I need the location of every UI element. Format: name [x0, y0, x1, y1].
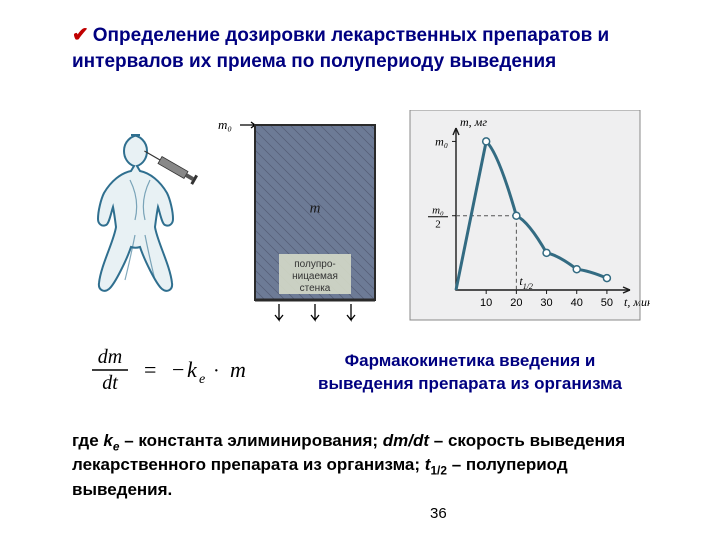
svg-text:m, мг: m, мг	[460, 115, 487, 129]
svg-text:t, мин: t, мин	[624, 295, 650, 309]
check-icon: ✔	[72, 24, 89, 46]
heading-text: Определение дозировки лекарственных преп…	[72, 25, 609, 72]
svg-text:20: 20	[510, 297, 522, 309]
page-number: 36	[430, 505, 447, 522]
eq-minus: −	[172, 357, 184, 382]
eq-m: m	[230, 357, 246, 382]
svg-text:40: 40	[571, 297, 583, 309]
eq-den: dt	[102, 372, 118, 394]
eq-eq: =	[144, 357, 156, 382]
svg-text:10: 10	[480, 297, 492, 309]
eq-num: dm	[98, 346, 122, 368]
svg-text:m₀: m₀	[435, 134, 448, 148]
eq-dot: ·	[213, 360, 220, 382]
eq-e: e	[199, 372, 205, 387]
equation: dm dt = − k e · m	[80, 345, 280, 395]
illustration: m₀ m полупро-ницаемаястенка m, мг t, мин 10 20…	[95, 110, 650, 340]
svg-text:стенка: стенка	[300, 283, 331, 294]
svg-text:30: 30	[540, 297, 552, 309]
svg-text:m: m	[310, 201, 321, 217]
svg-text:m₀: m₀	[218, 117, 232, 132]
svg-text:m₀: m₀	[432, 205, 444, 217]
svg-text:50: 50	[601, 297, 613, 309]
eq-k: k	[187, 357, 198, 382]
chart-caption: Фармакокинетика введения и выведения пре…	[300, 350, 640, 396]
svg-text:ницаемая: ницаемая	[292, 271, 338, 282]
svg-text:полупро-: полупро-	[294, 259, 335, 270]
svg-text:2: 2	[435, 219, 441, 231]
footnote: где ke – константа элиминирования; dm/dt…	[72, 430, 652, 502]
slide-heading: ✔Определение дозировки лекарственных пре…	[72, 22, 652, 75]
